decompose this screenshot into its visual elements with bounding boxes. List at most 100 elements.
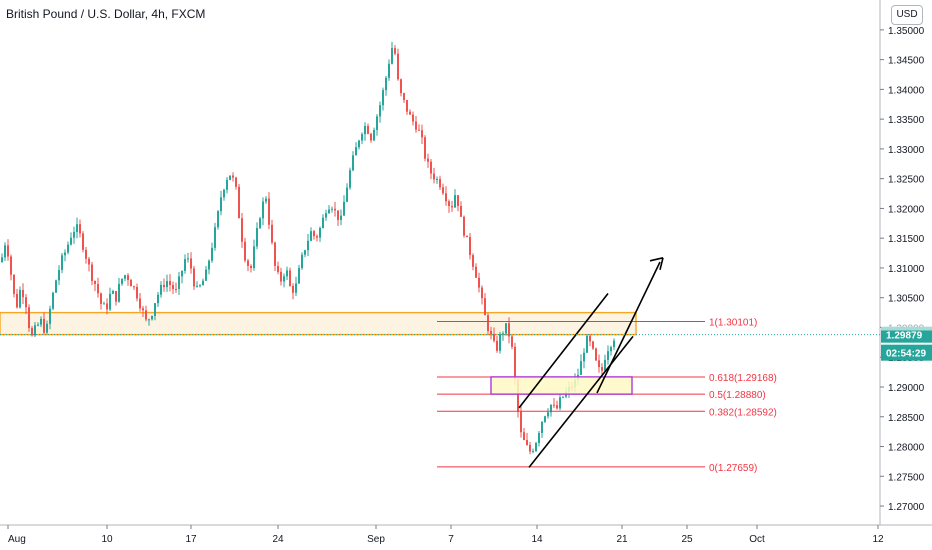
countdown-label-bg <box>881 344 932 361</box>
candle-body <box>220 197 222 212</box>
candle-body <box>394 48 396 54</box>
candle-body <box>217 211 219 228</box>
candle-body <box>316 236 318 238</box>
candle-body <box>109 293 111 310</box>
candle-body <box>283 276 285 282</box>
candle-body <box>607 351 609 360</box>
candle-body <box>7 245 9 257</box>
x-tick-label: 12 <box>872 534 884 545</box>
candle-body <box>556 405 558 409</box>
candle-body <box>520 411 522 433</box>
candle-body <box>28 307 30 329</box>
candle-body <box>79 224 81 234</box>
candle-body <box>430 161 432 174</box>
candle-body <box>346 187 348 202</box>
candle-body <box>211 247 213 261</box>
candle-body <box>223 189 225 198</box>
candle-body <box>10 256 12 275</box>
candle-body <box>376 116 378 130</box>
candle-body <box>172 285 174 289</box>
candle-body <box>349 170 351 188</box>
candle-body <box>472 255 474 267</box>
candle-body <box>142 308 144 311</box>
candle-body <box>94 280 96 284</box>
candle-body <box>55 280 57 293</box>
candle-body <box>121 278 123 284</box>
candle-body <box>478 277 480 288</box>
candle-body <box>364 125 366 135</box>
candle-body <box>493 333 495 341</box>
candle-body <box>421 130 423 138</box>
candle-body <box>241 218 243 242</box>
candle-body <box>466 235 468 238</box>
candles-group <box>1 41 615 455</box>
x-tick-label: 14 <box>531 534 543 545</box>
y-tick-label: 1.33000 <box>888 145 925 156</box>
candle-body <box>181 270 183 277</box>
chart-title: British Pound / U.S. Dollar, 4h, FXCM <box>6 7 206 21</box>
candle-body <box>310 231 312 241</box>
candle-body <box>613 340 615 348</box>
candle-body <box>508 323 510 337</box>
candle-body <box>424 137 426 159</box>
candle-body <box>61 255 63 270</box>
candle-body <box>541 421 543 434</box>
x-tick-label: 10 <box>101 534 113 545</box>
channel-lower-line <box>528 335 634 468</box>
candle-body <box>460 205 462 217</box>
candle-body <box>331 208 333 210</box>
candle-body <box>106 303 108 310</box>
candle-body <box>517 379 519 412</box>
candle-body <box>13 274 15 294</box>
candle-body <box>301 254 303 269</box>
candle-body <box>499 334 501 351</box>
candle-body <box>4 245 6 258</box>
candle-body <box>442 187 444 194</box>
x-tick-label: 25 <box>681 534 693 545</box>
fib-level-label: 0.618(1.29168) <box>709 373 777 384</box>
candle-body <box>190 258 192 269</box>
candle-body <box>73 232 75 238</box>
candle-body <box>163 284 165 288</box>
candle-body <box>112 290 114 294</box>
resistance-zone <box>0 311 637 336</box>
y-tick-label: 1.27000 <box>888 502 925 513</box>
y-tick-label: 1.31000 <box>888 264 925 275</box>
candle-body <box>469 237 471 256</box>
candle-body <box>319 228 321 238</box>
candle-body <box>409 111 411 115</box>
candle-body <box>454 195 456 208</box>
currency-button[interactable]: USD <box>891 5 923 25</box>
candle-body <box>19 289 21 308</box>
x-tick-label: Sep <box>367 534 385 545</box>
candle-body <box>604 359 606 371</box>
candle-body <box>385 77 387 91</box>
candle-body <box>436 178 438 180</box>
candle-body <box>544 416 546 422</box>
candle-body <box>388 63 390 78</box>
candle-body <box>253 246 255 269</box>
candle-body <box>64 252 66 256</box>
candle-body <box>304 250 306 255</box>
candle-body <box>502 333 504 335</box>
candle-body <box>37 324 39 326</box>
y-tick-label: 1.31500 <box>888 234 925 245</box>
candle-body <box>88 258 90 265</box>
candle-body <box>184 259 186 271</box>
candle-body <box>127 275 129 281</box>
candle-body <box>523 432 525 440</box>
candle-body <box>139 298 141 309</box>
candle-body <box>274 242 276 266</box>
projection-arrow-head <box>649 257 664 271</box>
x-tick-label: 7 <box>448 534 454 545</box>
candle-body <box>148 319 150 321</box>
x-tick-label: 21 <box>616 534 628 545</box>
candle-body <box>550 404 552 413</box>
candle-body <box>178 276 180 290</box>
candle-body <box>154 303 156 316</box>
y-tick-label: 1.33500 <box>888 115 925 126</box>
candle-body <box>373 129 375 141</box>
y-tick-label: 1.34500 <box>888 56 925 67</box>
candle-body <box>1 257 3 262</box>
